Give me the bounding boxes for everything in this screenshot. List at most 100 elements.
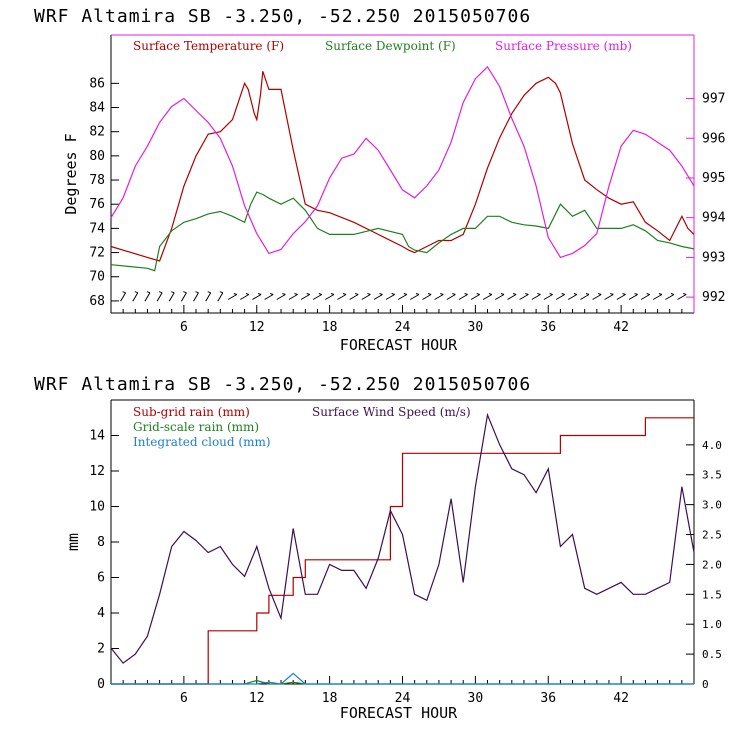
wind-barb-flag: [318, 293, 322, 295]
wind-barb: [349, 294, 359, 300]
wind-barb-flag: [342, 293, 347, 295]
wind-barb: [227, 294, 238, 300]
wind-barb-flag: [122, 291, 126, 294]
wind-barb-flag: [233, 293, 237, 295]
chart-title: WRF Altamira SB -3.250, -52.250 20150507…: [34, 374, 531, 395]
wind-barb: [373, 294, 383, 300]
wind-barb: [628, 294, 638, 300]
wind-barb: [337, 294, 347, 300]
y2-tick-label: 1.5: [702, 588, 722, 601]
x-tick-label: 24: [395, 320, 411, 335]
wind-barb-flag: [219, 291, 223, 294]
wind-barb: [156, 292, 163, 302]
wind-barb: [288, 294, 298, 300]
wind-barb: [580, 294, 590, 300]
y2-tick-label: 3.5: [702, 469, 722, 482]
y2-tick-label: 0.5: [702, 648, 722, 661]
y-tick-label: 68: [89, 294, 105, 309]
wind-barb-flag: [683, 293, 687, 295]
wind-barb: [422, 294, 432, 300]
series-line-3: [111, 672, 694, 685]
wind-barb-flag: [379, 293, 383, 295]
wind-barb: [361, 294, 371, 300]
wind-barb-flag: [452, 293, 456, 295]
wind-barb-flag: [306, 293, 310, 295]
wind-barb-flag: [488, 293, 493, 295]
legend-entry: Surface Pressure (mb): [495, 39, 632, 53]
x-tick-label: 30: [468, 691, 484, 706]
wind-barb-flag: [573, 293, 578, 295]
x-tick-label: 12: [249, 691, 265, 706]
x-tick-label: 6: [180, 691, 188, 706]
wind-barb-flag: [146, 291, 151, 294]
series-line-2: [110, 65, 695, 259]
x-tick-label: 18: [322, 320, 338, 335]
y-tick-label: 70: [89, 270, 105, 285]
x-tick-label: 6: [180, 320, 188, 335]
wind-barb-flag: [500, 293, 505, 295]
wind-barb-flag: [427, 293, 432, 295]
y2-tick-label: 2.5: [702, 529, 722, 542]
y-tick-label: 78: [89, 173, 105, 188]
wind-barb: [193, 292, 199, 302]
y2-tick-label: 994: [702, 211, 726, 226]
wind-barb: [507, 294, 517, 300]
wind-barb-flag: [585, 293, 590, 295]
wind-barb-flag: [464, 293, 468, 295]
wind-barb-flag: [646, 293, 650, 295]
wind-barb-flag: [282, 293, 286, 295]
wind-barb: [665, 294, 675, 300]
y-tick-label: 74: [89, 221, 105, 236]
y-tick-label: 84: [89, 101, 105, 116]
y-tick-label: 14: [89, 429, 105, 444]
wind-barb-flag: [257, 293, 262, 295]
wind-barb: [604, 294, 614, 300]
wind-barb-flag: [171, 291, 175, 294]
y-tick-label: 82: [89, 125, 105, 140]
wind-barb: [312, 294, 323, 300]
wind-barb: [410, 294, 420, 300]
wind-barb-flag: [367, 293, 371, 295]
wind-barb: [252, 294, 262, 300]
wind-barb-flag: [294, 293, 298, 295]
precip-wind-panel: WRF Altamira SB -3.250, -52.250 20150507…: [34, 374, 722, 722]
wind-barb: [132, 292, 139, 302]
wind-barb: [264, 294, 274, 300]
wind-barb-flag: [610, 293, 614, 295]
y-tick-label: 4: [97, 606, 105, 621]
wind-barb-flag: [270, 293, 274, 295]
wind-barb: [240, 294, 250, 300]
series-line-0: [110, 71, 695, 262]
series-line-1: [110, 412, 695, 664]
y-tick-label: 80: [89, 149, 105, 164]
y-tick-label: 6: [97, 571, 105, 586]
wind-barb: [180, 292, 187, 302]
x-tick-label: 18: [322, 691, 338, 706]
wind-barb-flag: [207, 291, 211, 294]
wind-barb: [543, 294, 553, 300]
wind-barb-flag: [622, 293, 626, 295]
wind-barb: [385, 294, 395, 300]
legend-entry: Grid-scale rain (mm): [133, 420, 259, 434]
wind-barb: [397, 294, 408, 300]
wind-barb: [677, 294, 687, 300]
wind-barb-flag: [355, 293, 359, 295]
wind-barb-flag: [476, 293, 480, 295]
wind-barb: [276, 294, 286, 300]
wind-barb-flag: [195, 291, 199, 294]
y2-tick-label: 1.0: [702, 618, 722, 631]
y2-tick-label: 3.0: [702, 499, 722, 512]
wind-barb-flag: [403, 293, 407, 295]
x-axis-label: FORECAST HOUR: [340, 336, 458, 354]
y-tick-label: 86: [89, 76, 105, 91]
y2-tick-label: 997: [702, 92, 725, 107]
y-tick-label: 8: [97, 535, 105, 550]
x-tick-label: 24: [395, 691, 411, 706]
wind-barb-flag: [512, 293, 517, 295]
wind-barb: [652, 294, 663, 300]
x-tick-label: 36: [540, 691, 556, 706]
wind-barb-flag: [440, 293, 444, 295]
legend-entry: Surface Dewpoint (F): [325, 39, 456, 53]
wind-barb: [458, 294, 468, 300]
